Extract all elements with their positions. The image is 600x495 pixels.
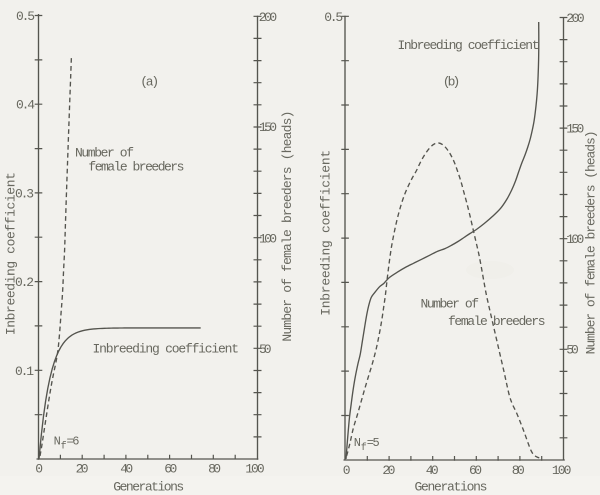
svg-text:(a): (a) — [140, 75, 159, 90]
svg-text:N: N — [54, 435, 61, 449]
svg-text:0.5: 0.5 — [16, 9, 35, 24]
svg-text:100: 100 — [566, 232, 584, 247]
svg-text:60: 60 — [469, 463, 482, 478]
svg-text:Number of: Number of — [421, 297, 480, 312]
svg-text:=6: =6 — [67, 435, 80, 449]
svg-text:Number of: Number of — [75, 145, 134, 160]
svg-text:20: 20 — [382, 463, 395, 478]
svg-text:40: 40 — [120, 462, 133, 477]
svg-text:Inbreeding coefficient: Inbreeding coefficient — [398, 38, 540, 53]
svg-text:0.5: 0.5 — [324, 10, 343, 25]
svg-text:Generations: Generations — [415, 480, 488, 495]
svg-text:Inbreeding coefficient: Inbreeding coefficient — [319, 150, 334, 316]
svg-text:100: 100 — [245, 462, 265, 477]
svg-text:=5: =5 — [367, 436, 380, 450]
svg-text:Number of female breeders (hea: Number of female breeders (heads) — [583, 130, 598, 354]
svg-text:0.2: 0.2 — [15, 275, 34, 290]
svg-text:Number of female breeders (hea: Number of female breeders (heads) — [280, 111, 295, 342]
svg-text:N: N — [354, 436, 361, 450]
svg-text:80: 80 — [512, 463, 525, 478]
svg-text:20: 20 — [76, 462, 89, 477]
svg-text:f: f — [61, 441, 67, 453]
svg-text:150: 150 — [566, 122, 584, 137]
svg-text:female breeders: female breeders — [448, 314, 546, 329]
svg-text:150: 150 — [259, 120, 277, 135]
svg-text:200: 200 — [566, 11, 584, 26]
svg-text:40: 40 — [426, 463, 439, 478]
svg-text:0.3: 0.3 — [15, 187, 34, 202]
svg-text:f: f — [361, 442, 367, 454]
svg-text:60: 60 — [164, 462, 177, 477]
svg-text:100: 100 — [259, 231, 277, 246]
svg-text:Inbreeding coefficient: Inbreeding coefficient — [4, 172, 19, 335]
svg-text:Inbreeding coefficient: Inbreeding coefficient — [93, 341, 240, 356]
svg-text:100: 100 — [552, 463, 572, 478]
svg-text:(b): (b) — [443, 75, 461, 90]
svg-text:0.1: 0.1 — [15, 364, 34, 379]
svg-text:Generations: Generations — [113, 480, 184, 495]
svg-text:0.4: 0.4 — [16, 98, 35, 113]
svg-text:female breeders: female breeders — [88, 160, 184, 175]
svg-text:80: 80 — [208, 462, 221, 477]
svg-text:0: 0 — [35, 462, 43, 477]
svg-text:0: 0 — [343, 463, 351, 478]
svg-text:50: 50 — [566, 343, 579, 358]
svg-text:50: 50 — [259, 342, 272, 357]
svg-text:200: 200 — [259, 10, 277, 25]
